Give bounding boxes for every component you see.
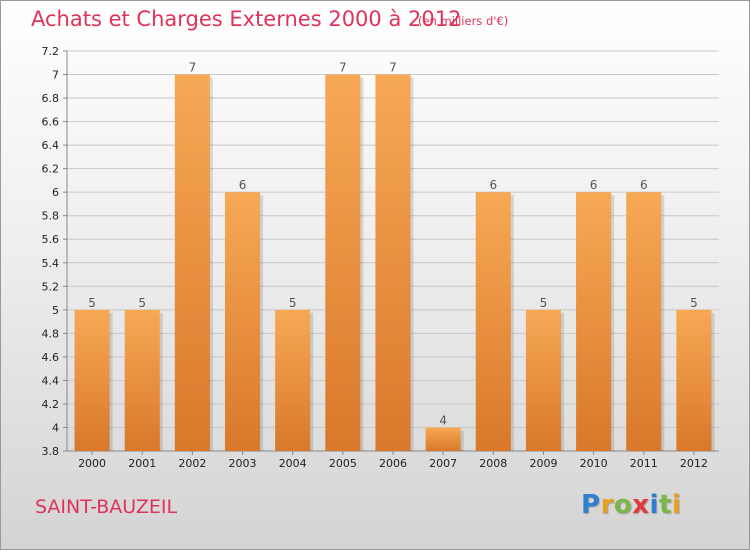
y-tick-label: 5.8	[42, 210, 60, 223]
y-tick-label: 4.8	[42, 327, 60, 340]
y-tick-label: 5.4	[42, 257, 60, 270]
x-tick-label: 2000	[78, 457, 106, 470]
bar-2007	[425, 427, 461, 451]
y-tick-label: 6.6	[42, 116, 60, 129]
logo-letter: o	[613, 490, 633, 520]
place-name: SAINT-BAUZEIL	[35, 496, 178, 518]
logo-letter: i	[671, 490, 682, 520]
x-tick-label: 2007	[429, 457, 457, 470]
x-tick-label: 2004	[279, 457, 307, 470]
x-tick-label: 2001	[128, 457, 156, 470]
x-tick-label: 2006	[379, 457, 407, 470]
logo-letter: r	[600, 490, 614, 520]
x-tick-label: 2010	[580, 457, 608, 470]
logo-letter: P	[581, 490, 601, 520]
bar-2006	[375, 74, 411, 451]
x-tick-label: 2002	[178, 457, 206, 470]
chart-unit-note: (en milliers d'€)	[418, 14, 509, 28]
bar-2009	[525, 309, 562, 451]
y-tick-label: 7.2	[42, 45, 60, 58]
y-tick-label: 4	[52, 421, 59, 434]
bar-value-label: 4	[439, 413, 447, 427]
bar-value-labels: 5 5 7 6 5 7 7 4 6 5 6 6 5	[88, 61, 697, 428]
bar-2000	[74, 309, 110, 451]
logo-letter: x	[632, 490, 650, 520]
x-tick-label: 2008	[479, 457, 507, 470]
x-tick-label: 2005	[329, 457, 357, 470]
x-tick-label: 2012	[680, 457, 708, 470]
x-tick-label: 2011	[630, 457, 658, 470]
bar-value-label: 6	[590, 178, 598, 192]
y-tick-label: 4.6	[42, 351, 60, 364]
bar-value-label: 6	[489, 178, 497, 192]
bar-value-label: 7	[339, 61, 347, 75]
y-tick-label: 3.8	[42, 445, 60, 458]
bar-2004	[275, 309, 311, 451]
bar-2008	[475, 192, 511, 452]
x-tick-label: 2009	[529, 457, 557, 470]
proxiti-logo[interactable]: Proxiti	[581, 490, 681, 520]
bar-2005	[325, 74, 361, 451]
bar-2012	[676, 309, 712, 451]
x-tick-label: 2003	[229, 457, 257, 470]
bar-value-label: 6	[640, 178, 648, 192]
bar-value-label: 7	[389, 61, 397, 75]
bar-2010	[576, 192, 612, 452]
y-tick-label: 7	[52, 69, 59, 82]
bar-value-label: 6	[239, 178, 247, 192]
y-tick-label: 5.6	[42, 233, 60, 246]
y-tick-label: 6	[52, 186, 59, 199]
x-tick-labels: 2000 2001 2002 2003 2004 2005 2006 2007 2008 2009…	[78, 451, 708, 470]
bar-value-label: 5	[690, 296, 698, 310]
bar-2001	[124, 309, 160, 451]
bars	[74, 74, 715, 452]
bar-value-label: 7	[189, 61, 197, 75]
bar-2002	[174, 74, 210, 451]
bar-2003	[224, 192, 261, 452]
logo-letter: i	[649, 490, 659, 520]
y-tick-label: 4.4	[42, 374, 60, 387]
bar-2011	[626, 192, 662, 452]
y-tick-label: 5.2	[42, 280, 60, 293]
logo-letter: t	[658, 490, 672, 520]
bar-value-label: 5	[289, 296, 297, 310]
bar-value-label: 5	[540, 296, 548, 310]
y-tick-label: 4.2	[42, 398, 60, 411]
bar-value-label: 5	[88, 296, 96, 310]
y-tick-label: 5	[52, 304, 59, 317]
bar-value-label: 5	[138, 296, 146, 310]
chart-title: Achats et Charges Externes 2000 à 2012	[31, 7, 462, 31]
y-tick-label: 6.8	[42, 92, 60, 105]
y-tick-labels: 3.8 4 4.2 4.4 4.6 4.8 5 5.2 5.4 5.6 5.8 6 6.2 6.4 6.6 6…	[42, 45, 60, 458]
y-tick-label: 6.4	[42, 139, 60, 152]
y-tick-label: 6.2	[42, 163, 60, 176]
